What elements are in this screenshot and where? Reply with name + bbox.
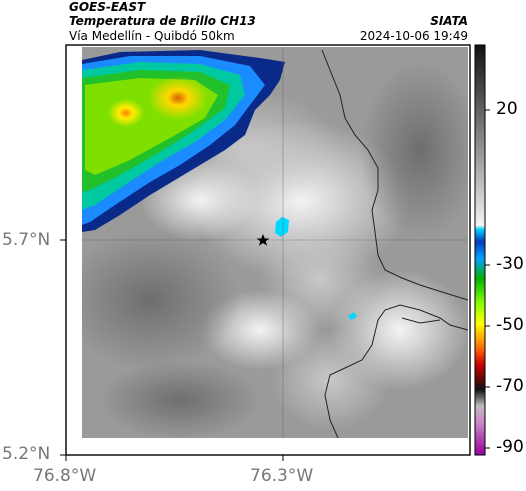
- colorbar-tick-label: -70: [496, 376, 524, 396]
- colorbar-tick-label: -50: [496, 315, 524, 335]
- colorbar-tick-label: 20: [496, 99, 518, 119]
- colorbar-tick-label: -30: [496, 254, 524, 274]
- colorbar-tick-label: -90: [496, 437, 524, 457]
- star-icon: [256, 234, 270, 246]
- org-label: SIATA: [430, 14, 468, 28]
- brightness-field: [82, 47, 468, 438]
- lat-tick-label: 5.2°N: [2, 444, 51, 464]
- lat-tick-label: 5.7°N: [2, 230, 51, 250]
- colorbar: [474, 44, 490, 456]
- datetime-label: 2024-10-06 19:49: [359, 29, 468, 43]
- satellite-name: GOES-EAST: [69, 0, 146, 14]
- product-title: Temperatura de Brillo CH13: [69, 14, 256, 28]
- lon-tick-label: 76.8°W: [33, 466, 97, 486]
- lon-tick-label: 76.3°W: [250, 466, 314, 486]
- location-label: Vía Medellín - Quibdó 50km: [69, 29, 235, 43]
